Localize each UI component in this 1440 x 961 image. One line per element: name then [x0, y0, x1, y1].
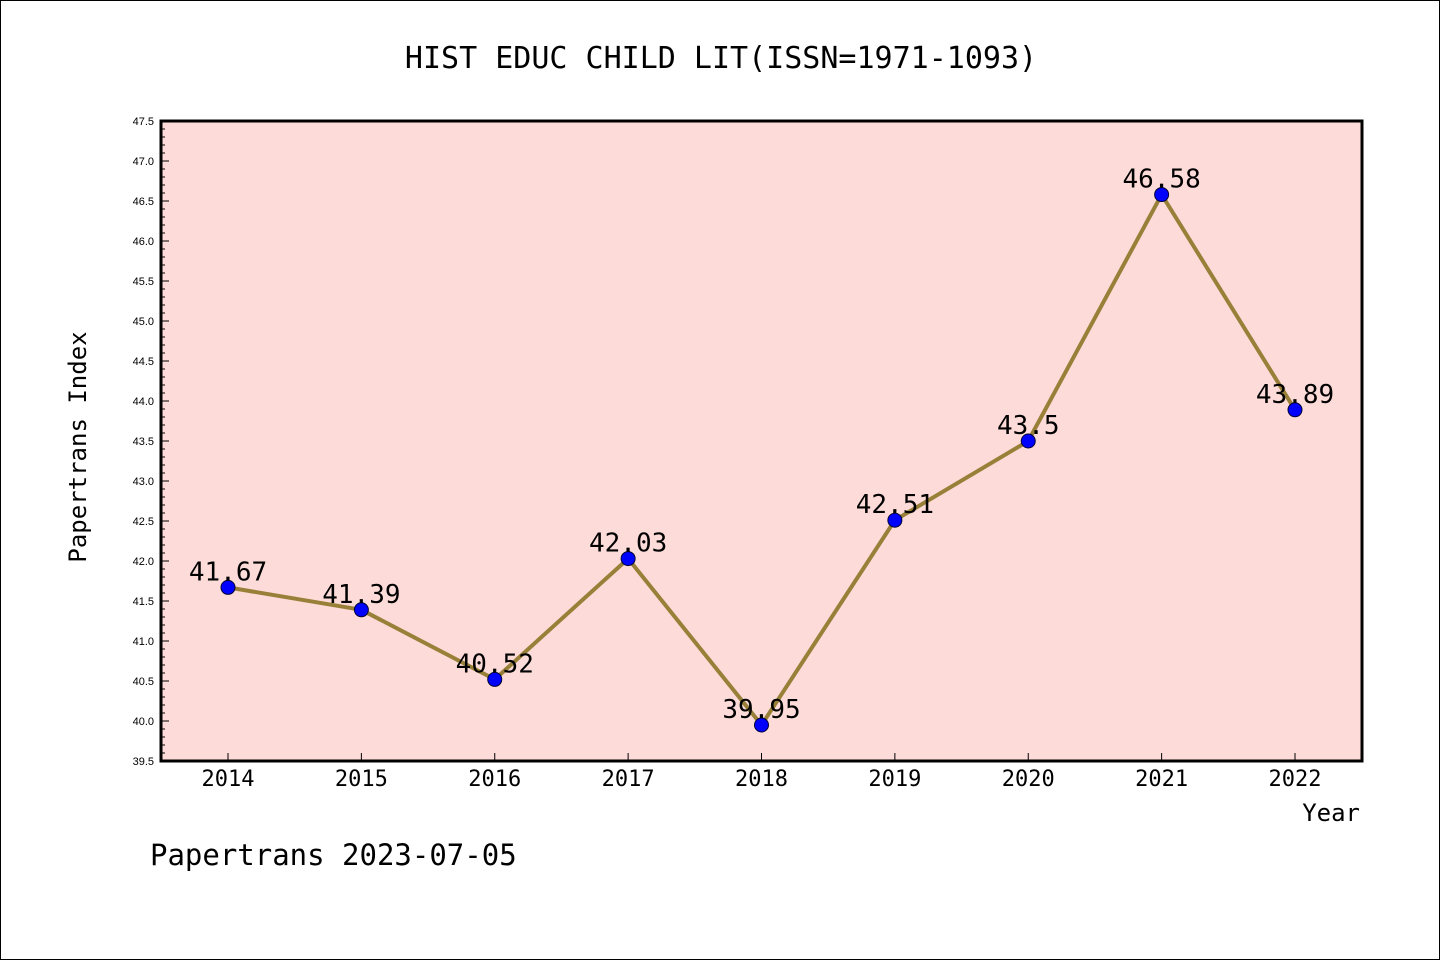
data-point: [1154, 187, 1170, 203]
chart-title: HIST EDUC CHILD LIT(ISSN=1971-1093): [405, 41, 1037, 76]
data-label: 41.67: [189, 557, 267, 587]
y-tick-label: 45.0: [133, 316, 154, 328]
x-axis: 2014 2015 2016 2017 2018 2019 2020 2021 2022: [202, 753, 1322, 792]
data-point: [754, 717, 769, 733]
x-tick-label: 2022: [1269, 767, 1322, 792]
data-point: [1287, 402, 1303, 418]
y-tick-label: 41.0: [133, 636, 154, 648]
y-tick-label: 44.5: [133, 356, 154, 368]
y-tick-label: 47.5: [133, 116, 154, 128]
data-label: 39.95: [722, 695, 800, 725]
data-point: [887, 512, 903, 528]
y-tick-label: 39.5: [133, 756, 154, 768]
plot-area: [159, 119, 1364, 763]
y-axis: 39.5 40.0 40.5 41.0 41.5 42.0 42.5 43.0 43.5 44.0…: [133, 116, 169, 768]
y-tick-label: 41.5: [133, 596, 154, 608]
data-label: 43.5: [997, 411, 1060, 441]
y-tick-label: 47.0: [133, 156, 154, 168]
data-label: 42.03: [589, 529, 667, 559]
series-markers: [220, 187, 1303, 733]
y-tick-label: 46.5: [133, 196, 154, 208]
data-labels: 41.67 41.39 40.52 42.03 39.95 42.51 43.5 46.58 4…: [189, 165, 1334, 725]
x-tick-label: 2015: [335, 767, 388, 792]
data-label: 42.51: [856, 490, 934, 520]
y-tick-label: 40.0: [133, 716, 154, 728]
y-tick-label: 45.5: [133, 276, 154, 288]
x-tick-label: 2014: [202, 767, 255, 792]
y-tick-label: 42.5: [133, 516, 154, 528]
y-tick-label: 46.0: [133, 236, 154, 248]
data-label: 46.58: [1122, 165, 1200, 195]
data-point: [1020, 433, 1036, 449]
data-point: [487, 671, 503, 687]
x-tick-label: 2016: [468, 767, 521, 792]
data-point: [220, 579, 236, 595]
y-tick-label: 43.5: [133, 436, 154, 448]
footer-text: Papertrans 2023-07-05: [150, 838, 517, 872]
data-label: 40.52: [456, 649, 534, 679]
y-axis-label: Papertrans Index: [64, 331, 92, 562]
y-tick-label: 42.0: [133, 556, 154, 568]
y-tick-label: 40.5: [133, 676, 154, 688]
y-tick-label: 44.0: [133, 396, 154, 408]
x-tick-label: 2019: [868, 767, 921, 792]
x-tick-label: 2018: [735, 767, 788, 792]
x-tick-label: 2017: [602, 767, 655, 792]
data-point: [620, 551, 636, 567]
x-tick-label: 2021: [1135, 767, 1188, 792]
x-tick-label: 2020: [1002, 767, 1055, 792]
x-axis-label: Year: [1302, 799, 1360, 827]
data-label: 43.89: [1256, 380, 1334, 410]
data-label: 41.39: [322, 580, 400, 610]
data-point: [353, 602, 369, 618]
y-tick-label: 43.0: [133, 476, 154, 488]
